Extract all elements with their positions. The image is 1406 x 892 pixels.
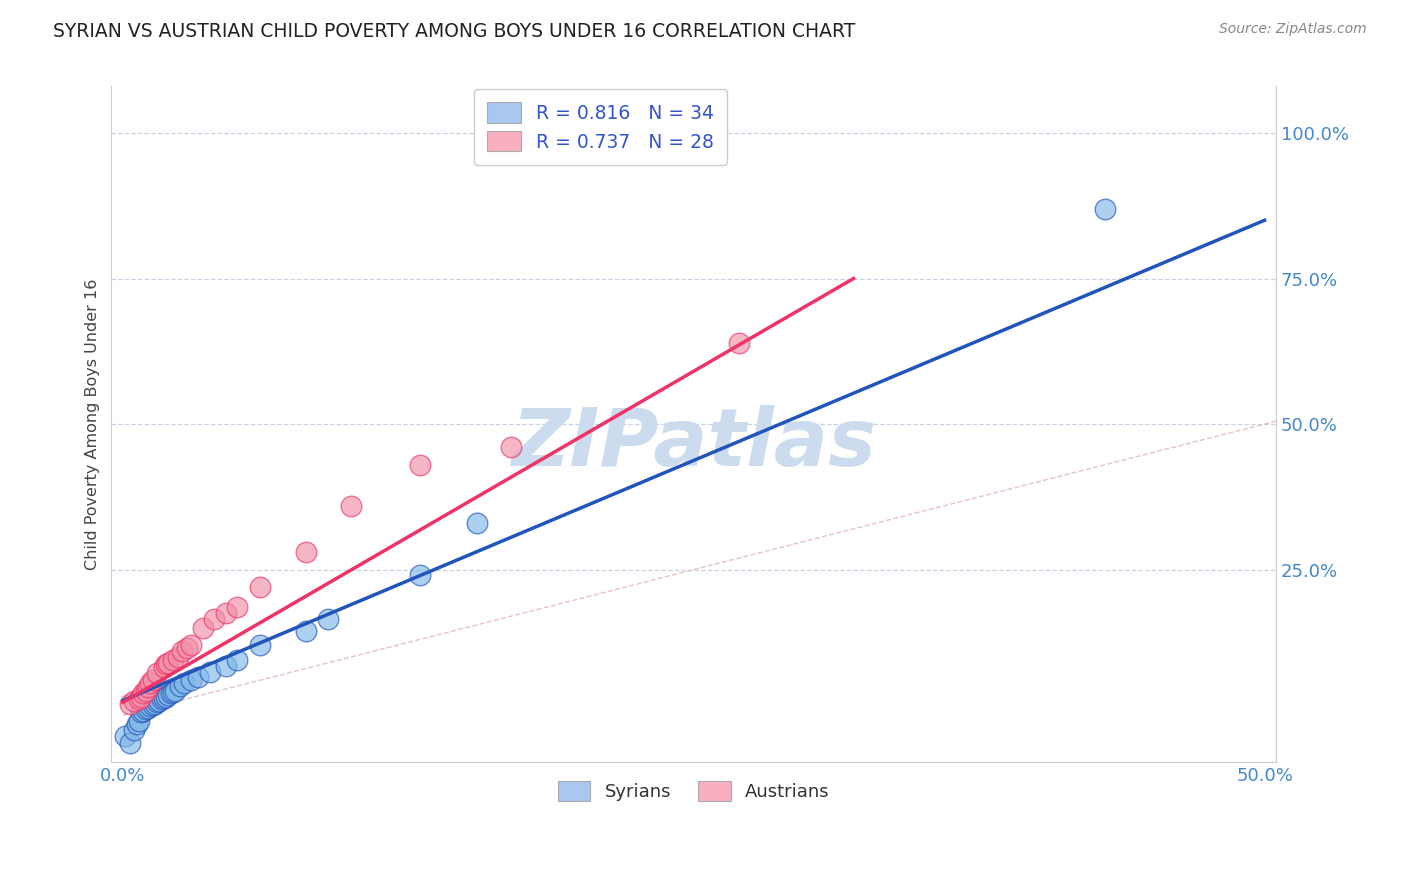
Point — [226, 653, 249, 667]
Point — [465, 516, 488, 530]
Point — [146, 695, 169, 709]
Point — [408, 568, 430, 582]
Point — [214, 607, 236, 621]
Point — [114, 729, 136, 743]
Point — [141, 673, 163, 688]
Point — [249, 580, 271, 594]
Point — [226, 600, 249, 615]
Point — [157, 688, 180, 702]
Point — [318, 612, 340, 626]
Point — [1094, 202, 1116, 216]
Point — [214, 658, 236, 673]
Point — [141, 698, 163, 712]
Point — [202, 612, 225, 626]
Point — [408, 458, 430, 472]
Point — [122, 723, 145, 737]
Point — [499, 441, 522, 455]
Point — [118, 736, 141, 750]
Point — [129, 706, 152, 720]
Point — [198, 665, 221, 679]
Point — [139, 699, 162, 714]
Text: Source: ZipAtlas.com: Source: ZipAtlas.com — [1219, 22, 1367, 37]
Point — [136, 680, 159, 694]
Point — [129, 690, 152, 704]
Point — [180, 673, 202, 688]
Point — [136, 700, 159, 714]
Point — [180, 638, 202, 652]
Point — [155, 657, 177, 671]
Point — [340, 499, 363, 513]
Point — [162, 653, 184, 667]
Point — [294, 624, 316, 638]
Point — [150, 692, 173, 706]
Point — [153, 690, 176, 705]
Point — [135, 702, 157, 716]
Point — [143, 697, 166, 711]
Point — [176, 641, 198, 656]
Point — [162, 685, 184, 699]
Legend: Syrians, Austrians: Syrians, Austrians — [546, 768, 842, 814]
Point — [132, 704, 155, 718]
Point — [118, 697, 141, 711]
Point — [166, 650, 188, 665]
Point — [172, 644, 194, 658]
Point — [128, 692, 150, 706]
Point — [294, 545, 316, 559]
Point — [728, 335, 751, 350]
Text: SYRIAN VS AUSTRIAN CHILD POVERTY AMONG BOYS UNDER 16 CORRELATION CHART: SYRIAN VS AUSTRIAN CHILD POVERTY AMONG B… — [53, 22, 856, 41]
Point — [187, 670, 209, 684]
Point — [135, 683, 157, 698]
Point — [122, 693, 145, 707]
Point — [249, 638, 271, 652]
Point — [191, 621, 214, 635]
Point — [159, 686, 181, 700]
Point — [148, 693, 170, 707]
Point — [146, 666, 169, 681]
Point — [125, 717, 148, 731]
Point — [169, 679, 191, 693]
Point — [132, 686, 155, 700]
Point — [128, 714, 150, 728]
Point — [173, 676, 195, 690]
Point — [157, 656, 180, 670]
Point — [155, 690, 177, 704]
Y-axis label: Child Poverty Among Boys Under 16: Child Poverty Among Boys Under 16 — [86, 278, 100, 570]
Text: ZIPatlas: ZIPatlas — [512, 405, 876, 483]
Point — [165, 683, 187, 698]
Point — [139, 676, 162, 690]
Point — [153, 660, 176, 674]
